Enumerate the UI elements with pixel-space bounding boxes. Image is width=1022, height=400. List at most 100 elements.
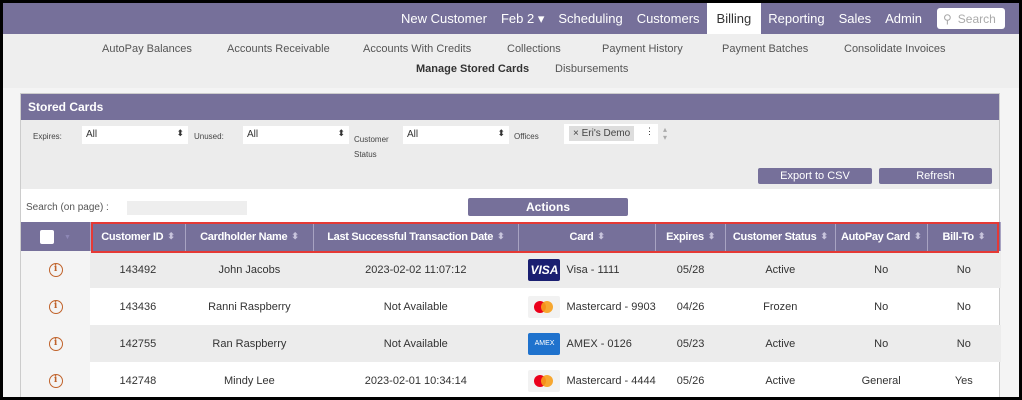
customer-id[interactable]: 143436 — [119, 300, 157, 313]
search-icon: ⚲ — [943, 11, 952, 26]
card-label: Mastercard - 9903 — [566, 300, 656, 313]
customer-status: Active — [725, 251, 836, 288]
expires: 05/26 — [676, 374, 705, 387]
spinner-icon[interactable]: ▴ ▾ — [663, 125, 668, 142]
expires-value: All — [86, 129, 98, 140]
subnav-accounts-with-credits[interactable]: Accounts With Credits — [363, 43, 472, 55]
autopay-card: General — [861, 374, 901, 387]
table-row[interactable]: i 143436 Ranni Raspberry Not Available M… — [21, 288, 1001, 325]
col-customer-id[interactable]: Customer ID ⬍ — [90, 222, 187, 251]
table-row[interactable]: i 143492 John Jacobs 2023-02-02 11:07:12… — [21, 251, 1001, 288]
search-on-page-label: Search (on page) : — [26, 202, 109, 213]
info-cell: i — [21, 251, 91, 288]
expires-select[interactable]: All ⬍ — [82, 126, 188, 144]
export-csv-button[interactable]: Export to CSV — [758, 168, 872, 184]
filters: Expires: All ⬍ Unused: All ⬍ Customer Stat… — [21, 120, 999, 189]
last-transaction-date: Not Available — [383, 300, 448, 313]
nav-scheduling[interactable]: Scheduling — [558, 11, 623, 26]
subnav-collections[interactable]: Collections — [507, 43, 561, 55]
mc-logo-icon — [528, 295, 561, 318]
refresh-button[interactable]: Refresh — [879, 168, 992, 184]
table-row[interactable]: i 142755 Ran Raspberry Not Available AME… — [21, 325, 1001, 362]
expires: 05/23 — [655, 325, 726, 362]
table-row[interactable]: i 142748 Mindy Lee 2023-02-01 10:34:14 M… — [21, 362, 1001, 397]
col-autopay-card[interactable]: AutoPay Card ⬍ — [835, 222, 928, 251]
sort-icon: ⬍ — [497, 231, 505, 242]
sort-icon: ⬍ — [291, 231, 299, 242]
bill-to: Yes — [954, 374, 973, 387]
card-label: AMEX - 0126 — [566, 337, 632, 350]
bill-to: No — [927, 251, 1001, 288]
info-cell: i — [21, 325, 91, 362]
card-cell: VISA Visa - 1111 — [518, 251, 656, 288]
actions-button[interactable]: Actions — [468, 198, 628, 216]
updown-icon: ⬍ — [176, 128, 184, 138]
more-icon: ⋮ — [645, 126, 654, 136]
expires: 05/28 — [655, 251, 726, 288]
subnav-accounts-receivable[interactable]: Accounts Receivable — [227, 43, 330, 55]
subnav-payment-history[interactable]: Payment History — [602, 43, 683, 55]
info-cell: i — [21, 288, 91, 325]
subnav-disbursements[interactable]: Disbursements — [555, 63, 629, 75]
col-bill-to[interactable]: Bill-To ⬍ — [927, 222, 1002, 251]
col-label: Customer ID — [101, 230, 164, 243]
customer-id[interactable]: 143492 — [90, 251, 186, 288]
card-cell: AMEX AMEX - 0126 — [518, 325, 656, 362]
search-input[interactable]: ⚲ Search — [937, 8, 1005, 29]
bill-to: No — [927, 325, 1001, 362]
subnav-payment-batches[interactable]: Payment Batches — [722, 43, 809, 55]
table-toolbar: Search (on page) : Actions — [21, 189, 999, 221]
select-all-checkbox[interactable] — [39, 229, 54, 244]
customer-id[interactable]: 142755 — [90, 325, 186, 362]
col-cardholder-name[interactable]: Cardholder Name ⬍ — [185, 222, 314, 251]
col-label: Last Successful Transaction Date — [327, 230, 494, 243]
subnav-consolidate-invoices[interactable]: Consolidate Invoices — [844, 43, 946, 55]
col-card[interactable]: Card ⬍ — [518, 222, 657, 251]
nav-date-dropdown[interactable]: Feb 2 ▾ — [500, 11, 545, 26]
info-cell: i — [21, 362, 91, 397]
nav-new-customer[interactable]: New Customer — [401, 11, 487, 26]
col-label: AutoPay Card — [840, 230, 911, 243]
cardholder-name: Ranni Raspberry — [208, 300, 291, 313]
customer-status: Frozen — [763, 300, 798, 313]
info-icon[interactable]: i — [48, 374, 63, 388]
office-tag[interactable]: × Eri's Demo — [569, 126, 635, 141]
info-icon[interactable]: i — [48, 337, 63, 351]
info-icon[interactable]: i — [48, 263, 63, 277]
col-last-transaction[interactable]: Last Successful Transaction Date ⬍ — [313, 222, 519, 251]
col-customer-status[interactable]: Customer Status ⬍ — [725, 222, 836, 251]
autopay-card: No — [874, 300, 889, 313]
top-nav: New Customer Feb 2 ▾ Scheduling Customer… — [3, 3, 1019, 34]
customer-id[interactable]: 142748 — [119, 374, 157, 387]
col-label: Bill-To — [942, 230, 975, 243]
updown-icon: ⬍ — [337, 128, 345, 138]
search-placeholder: Search — [957, 11, 996, 26]
sub-nav: AutoPay Balances Accounts Receivable Acc… — [3, 34, 1019, 88]
autopay-card: No — [835, 325, 928, 362]
search-on-page-input[interactable] — [127, 201, 247, 215]
stored-cards-table: ▼ Customer ID ⬍ Cardholder Name ⬍ Last Suc… — [21, 222, 1002, 397]
nav-customers[interactable]: Customers — [636, 11, 700, 26]
sort-icon: ⬍ — [914, 231, 922, 242]
nav-billing[interactable]: Billing — [706, 3, 762, 34]
sort-down-icon[interactable]: ▼ — [63, 234, 71, 242]
col-expires[interactable]: Expires ⬍ — [655, 222, 726, 251]
mc-logo-icon — [528, 369, 561, 392]
col-label: Card — [569, 230, 594, 243]
col-label: Expires — [666, 230, 704, 243]
subnav-manage-stored-cards[interactable]: Manage Stored Cards — [416, 63, 530, 75]
nav-reporting[interactable]: Reporting — [768, 11, 825, 26]
offices-label: Offices — [514, 132, 539, 141]
unused-select[interactable]: All ⬍ — [243, 126, 349, 144]
last-transaction-date: Not Available — [313, 325, 519, 362]
unused-label: Unused: — [194, 132, 224, 141]
nav-admin[interactable]: Admin — [885, 11, 922, 26]
info-icon[interactable]: i — [48, 300, 63, 314]
visa-logo-icon: VISA — [528, 258, 561, 281]
col-label: Cardholder Name — [200, 230, 288, 243]
nav-sales[interactable]: Sales — [838, 11, 872, 26]
subnav-autopay-balances[interactable]: AutoPay Balances — [102, 43, 192, 55]
cardholder-name: John Jacobs — [185, 251, 314, 288]
expires-label: Expires: — [33, 132, 62, 141]
customer-status-select[interactable]: All ⬍ — [403, 126, 509, 144]
